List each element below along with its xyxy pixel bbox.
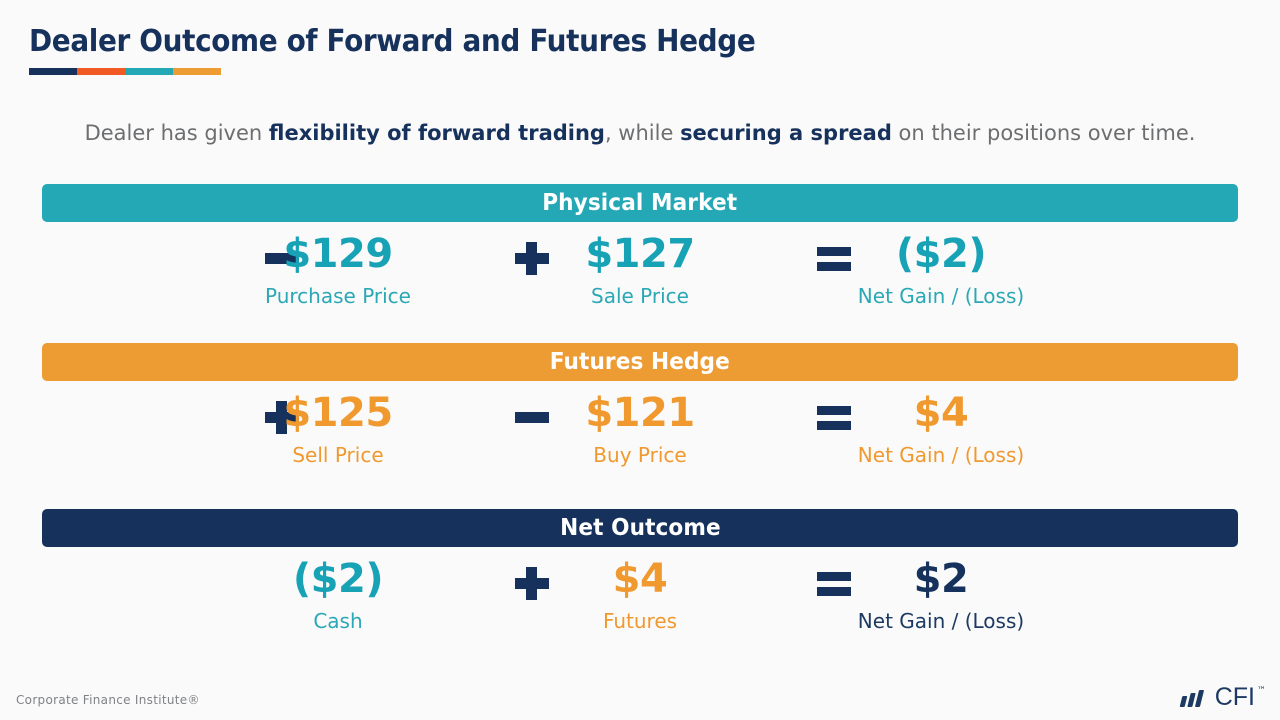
- section-header-bar: Physical Market: [42, 184, 1238, 222]
- cell-label: Sell Price: [292, 443, 384, 467]
- cfi-logo-wordmark: CFI: [1214, 683, 1255, 711]
- section-row: $129 Purchase Price $127 Sale Price ($2)…: [42, 222, 1238, 334]
- section-row: $125 Sell Price $121 Buy Price $4 Net Ga…: [42, 381, 1238, 493]
- cell-value: $4: [612, 556, 668, 602]
- accent-segment-4: [173, 68, 221, 75]
- equals-sign-icon: [806, 563, 862, 603]
- section-header-bar: Net Outcome: [42, 509, 1238, 547]
- footer-attribution: Corporate Finance Institute®: [16, 693, 200, 707]
- subtitle-part-1: Dealer has given: [84, 121, 269, 145]
- cell-label: Net Gain / (Loss): [857, 443, 1025, 467]
- trademark-icon: ™: [1257, 686, 1266, 696]
- cell-futures: $4 Futures: [490, 547, 790, 635]
- cell-label: Net Gain / (Loss): [857, 284, 1025, 308]
- cell-net-gain-loss: $2 Net Gain / (Loss): [791, 547, 1091, 635]
- subtitle-part-2: , while: [604, 121, 681, 145]
- cell-value: ($2): [895, 231, 987, 277]
- cell-sale-price: $127 Sale Price: [490, 222, 790, 310]
- title-accent-bar: [29, 68, 221, 75]
- cell-label: Cash: [313, 609, 363, 633]
- plus-sign-icon: [504, 238, 560, 278]
- minus-sign-icon: [504, 397, 560, 437]
- cfi-logo: CFI ™: [1179, 682, 1266, 711]
- subtitle-emphasis-1: flexibility of forward trading: [268, 121, 605, 145]
- plus-sign-icon: [504, 563, 560, 603]
- accent-segment-3: [125, 68, 173, 75]
- cell-purchase-price: $129 Purchase Price: [188, 222, 488, 310]
- page-title: Dealer Outcome of Forward and Futures He…: [29, 24, 756, 59]
- cell-sell-price: $125 Sell Price: [188, 381, 488, 469]
- cell-buy-price: $121 Buy Price: [490, 381, 790, 469]
- cell-label: Purchase Price: [265, 284, 411, 308]
- cell-value: $121: [585, 390, 695, 436]
- minus-sign-icon: [254, 238, 310, 278]
- cell-label: Buy Price: [593, 443, 687, 467]
- cfi-logo-mark-icon: [1179, 690, 1210, 707]
- cell-label: Futures: [602, 609, 678, 633]
- plus-sign-icon: [254, 397, 310, 437]
- section-header-bar: Futures Hedge: [42, 343, 1238, 381]
- section-row: ($2) Cash $4 Futures $2 Net Gain / (Loss…: [42, 547, 1238, 659]
- cell-label: Net Gain / (Loss): [857, 609, 1025, 633]
- equals-sign-icon: [806, 238, 862, 278]
- cell-value: ($2): [292, 556, 384, 602]
- section-net-outcome: Net Outcome ($2) Cash $4 Futures $2 Net …: [42, 509, 1238, 659]
- accent-segment-1: [29, 68, 77, 75]
- cell-value: $4: [913, 390, 969, 436]
- cell-value: $127: [585, 231, 695, 277]
- subtitle-emphasis-2: securing a spread: [680, 121, 892, 145]
- section-heading: Futures Hedge: [549, 349, 731, 375]
- accent-segment-2: [77, 68, 125, 75]
- section-futures-hedge: Futures Hedge $125 Sell Price $121 Buy P…: [42, 343, 1238, 493]
- cell-label: Sale Price: [591, 284, 689, 308]
- cell-value: $125: [283, 390, 393, 436]
- section-heading: Physical Market: [542, 190, 738, 216]
- page-header: Dealer Outcome of Forward and Futures He…: [29, 22, 810, 75]
- cell-net-gain-loss: ($2) Net Gain / (Loss): [791, 222, 1091, 310]
- section-physical-market: Physical Market $129 Purchase Price $127…: [42, 184, 1238, 334]
- section-heading: Net Outcome: [559, 515, 721, 541]
- cell-value: $129: [283, 231, 393, 277]
- cell-net-gain-loss: $4 Net Gain / (Loss): [791, 381, 1091, 469]
- equals-sign-icon: [806, 397, 862, 437]
- subtitle-part-3: on their positions over time.: [891, 121, 1196, 145]
- cell-value: $2: [913, 556, 969, 602]
- subtitle: Dealer has given flexibility of forward …: [0, 117, 1280, 149]
- cell-cash: ($2) Cash: [188, 547, 488, 635]
